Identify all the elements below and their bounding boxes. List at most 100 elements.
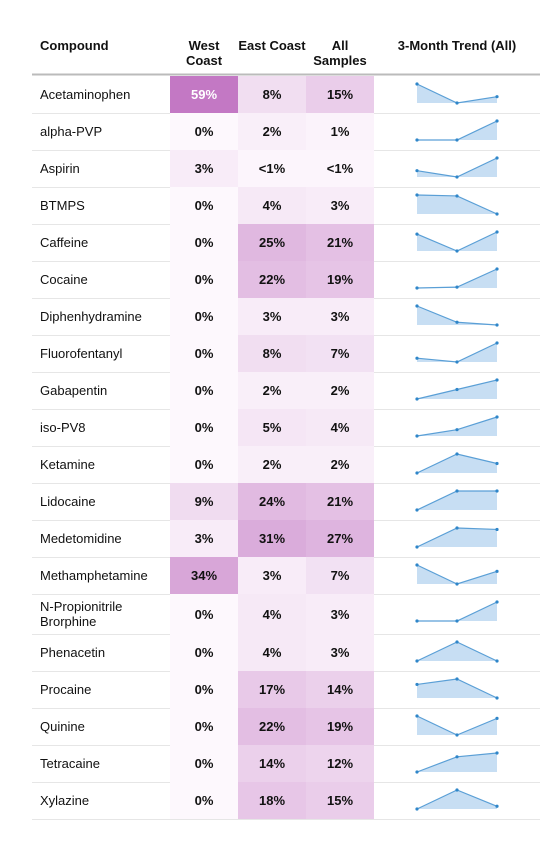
- trend-point: [455, 360, 459, 364]
- trend-point: [455, 138, 459, 142]
- trend-point: [415, 138, 419, 142]
- trend-area: [417, 306, 497, 325]
- trend-point: [495, 267, 499, 271]
- trend-area: [417, 716, 497, 735]
- heat-cell: [170, 261, 238, 298]
- heat-cell: [170, 150, 238, 187]
- header-cell: West Coast: [185, 38, 223, 68]
- trend-point: [415, 434, 419, 438]
- trend-point: [495, 156, 499, 160]
- heat-cell: [306, 557, 374, 594]
- cell-value: 0%: [194, 420, 214, 435]
- cell-value: 2%: [262, 124, 282, 139]
- trend-point: [455, 387, 459, 392]
- heat-cell: [170, 634, 238, 671]
- cell-value: 0%: [194, 272, 214, 287]
- trend-area: [417, 454, 497, 473]
- heat-cell: [306, 594, 374, 634]
- cell-value: 2%: [262, 457, 282, 472]
- trend-point: [495, 751, 499, 755]
- heat-cell: [170, 76, 238, 113]
- trend-point: [415, 232, 419, 236]
- trend-point: [415, 82, 419, 86]
- trend-area: [417, 528, 497, 547]
- header-cell: Compound: [40, 38, 109, 53]
- trend-point: [415, 471, 419, 475]
- compound-name: Lidocaine: [40, 494, 96, 509]
- trend-point: [415, 770, 419, 774]
- heat-cell: [306, 335, 374, 372]
- compound-name: Acetaminophen: [40, 87, 131, 102]
- cell-value: 0%: [194, 124, 214, 139]
- cell-value: 18%: [258, 793, 286, 808]
- cell-value: 3%: [262, 309, 282, 324]
- compound-name: Procaine: [40, 682, 92, 697]
- heat-cell: [170, 745, 238, 782]
- heat-cell: [238, 520, 306, 557]
- trend-point: [495, 212, 499, 216]
- compound-name: Diphenhydramine: [40, 309, 142, 324]
- compound-name: Medetomidine: [40, 531, 122, 546]
- heat-cell: [238, 446, 306, 483]
- trend-point: [415, 286, 419, 290]
- heat-cell: [170, 671, 238, 708]
- heat-cell: [238, 76, 306, 113]
- cell-value: 0%: [194, 719, 214, 734]
- compound-name: N-Propionitrile Brorphine: [40, 599, 123, 629]
- heat-cell: [170, 298, 238, 335]
- header-cell: All Samples: [313, 38, 367, 68]
- trend-point: [455, 733, 459, 737]
- cell-value: 25%: [258, 235, 286, 250]
- trend-point: [495, 341, 499, 345]
- trend-point: [455, 788, 459, 792]
- cell-value: 24%: [258, 494, 286, 509]
- cell-value: 0%: [194, 606, 214, 622]
- trend-point: [495, 378, 499, 382]
- heat-cell: [306, 409, 374, 446]
- trend-point: [455, 619, 459, 623]
- trend-point: [495, 415, 499, 419]
- compound-name: Quinine: [40, 719, 85, 734]
- trend-point: [415, 659, 419, 663]
- cell-value: 14%: [326, 682, 354, 697]
- heat-cell: [170, 446, 238, 483]
- trend-area: [417, 642, 497, 661]
- heat-cell: [238, 261, 306, 298]
- cell-value: 14%: [258, 756, 286, 771]
- cell-value: 59%: [190, 87, 218, 102]
- cell-value: 19%: [326, 272, 354, 287]
- cell-value: 21%: [326, 235, 354, 250]
- heat-cell: [170, 113, 238, 150]
- heat-cell: [306, 708, 374, 745]
- cell-value: 3%: [330, 198, 350, 213]
- compound-name: Phenacetin: [40, 645, 106, 660]
- cell-value: 3%: [330, 606, 350, 622]
- cell-value: 27%: [326, 531, 354, 546]
- cell-value: 0%: [194, 346, 214, 361]
- trend-point: [455, 640, 459, 644]
- heat-cell: [306, 150, 374, 187]
- heat-cell: [306, 782, 374, 819]
- trend-point: [495, 119, 499, 123]
- trend-point: [455, 428, 459, 432]
- cell-value: 8%: [262, 87, 282, 102]
- cell-value: 0%: [194, 756, 214, 771]
- cell-value: 19%: [326, 719, 354, 734]
- trend-point: [415, 193, 419, 197]
- heat-cell: [306, 187, 374, 224]
- trend-point: [495, 600, 499, 604]
- trend-point: [415, 356, 419, 360]
- trend-point: [455, 175, 459, 179]
- trend-point: [455, 677, 459, 681]
- heat-cell: [238, 113, 306, 150]
- compound-name: Fluorofentanyl: [40, 346, 123, 361]
- trend-point: [455, 249, 459, 253]
- trend-area: [417, 195, 497, 214]
- cell-value: <1%: [326, 161, 354, 176]
- heat-cell: [306, 634, 374, 671]
- cell-value: 22%: [258, 272, 286, 287]
- trend-point: [455, 320, 459, 324]
- trend-area: [417, 232, 497, 251]
- compound-name: Cocaine: [40, 272, 88, 287]
